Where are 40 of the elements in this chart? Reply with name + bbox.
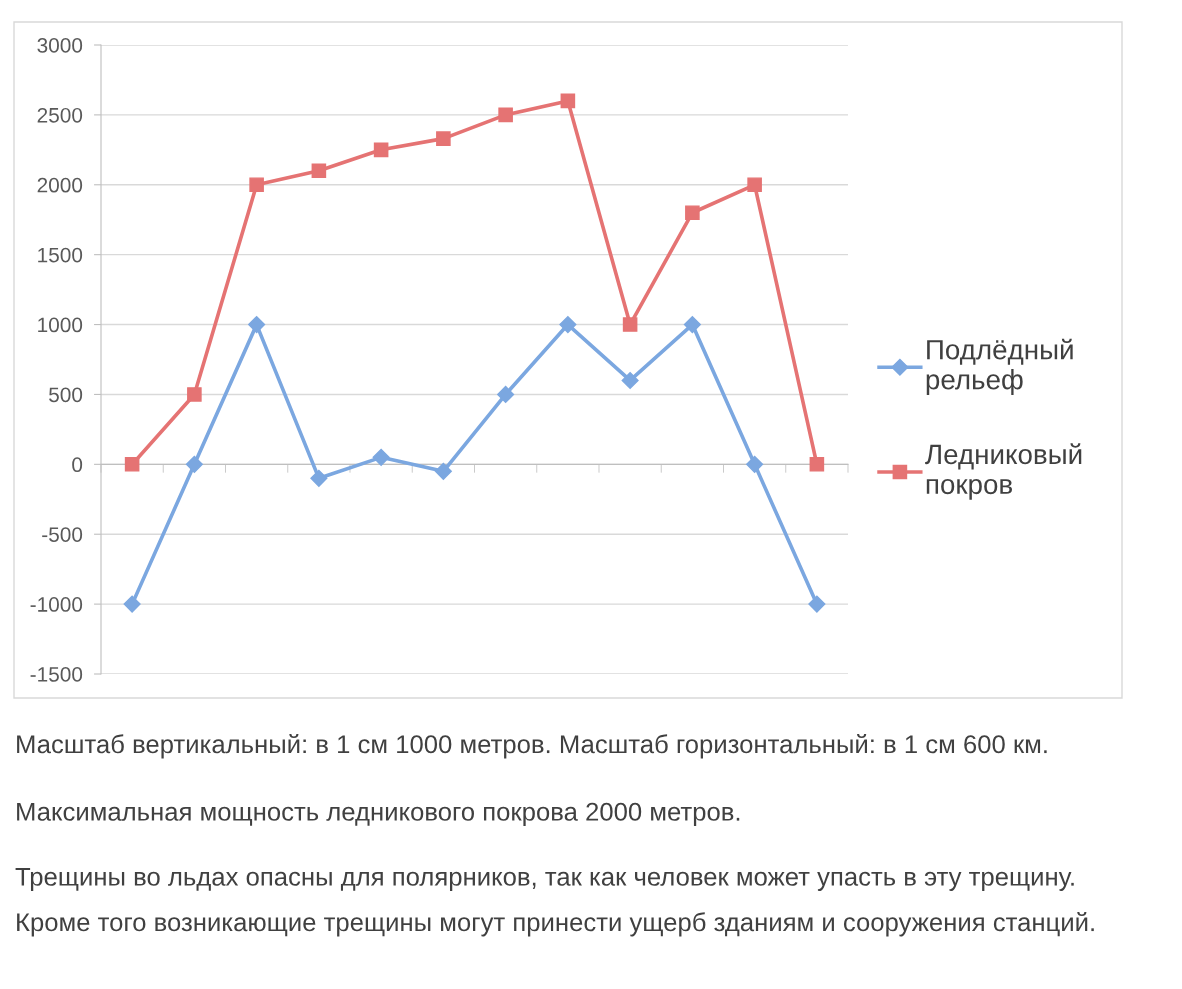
point: [123, 595, 141, 613]
point: [373, 142, 389, 158]
y-tick-label: 3000: [37, 38, 83, 53]
point: [808, 595, 826, 613]
point: [372, 448, 390, 466]
point: [311, 163, 327, 179]
point: [809, 457, 825, 472]
y-tick-label: 0: [72, 457, 83, 473]
text: Трещины во льдах опасны для полярников, так как человек может упасть в эту трещину.: [15, 867, 1074, 891]
point: [683, 316, 701, 334]
y-tick-label: -1500: [30, 667, 83, 682]
y-tick-label: -500: [42, 527, 83, 542]
point: [622, 317, 638, 332]
point: [187, 387, 202, 402]
legend-label: Ледниковый покров: [925, 443, 1082, 500]
y-tick-label: 1000: [38, 317, 83, 333]
point: [746, 455, 764, 473]
y-tick-label: 500: [49, 387, 83, 403]
point: [248, 316, 266, 334]
point: [498, 107, 513, 123]
point: [310, 469, 328, 487]
y-tick-label: 2000: [37, 177, 83, 193]
point: [434, 462, 452, 480]
text: Масштаб вертикальный: в 1 см 1000 метров. Масштаб горизонтальный: в 1 см 600 км.: [17, 734, 1047, 759]
point: [436, 131, 451, 146]
y-tick-label: -1000: [30, 597, 83, 612]
text: Кроме того возникающие трещины могут принести ущерб зданиям и сооружения станций.: [17, 912, 1094, 937]
legend-label: Подлёдный рельеф: [926, 338, 1073, 395]
point: [560, 93, 576, 109]
y-tick-label: 1500: [38, 247, 83, 263]
point: [685, 205, 700, 221]
point: [124, 457, 140, 472]
y-tick-label: 2500: [37, 107, 83, 123]
point: [497, 385, 515, 403]
point: [747, 177, 762, 193]
point: [249, 177, 264, 193]
point: [559, 316, 577, 334]
text: Максимальная мощность ледникового покрова 2000 метров.: [17, 802, 740, 826]
point: [621, 371, 639, 390]
point: [185, 455, 203, 473]
